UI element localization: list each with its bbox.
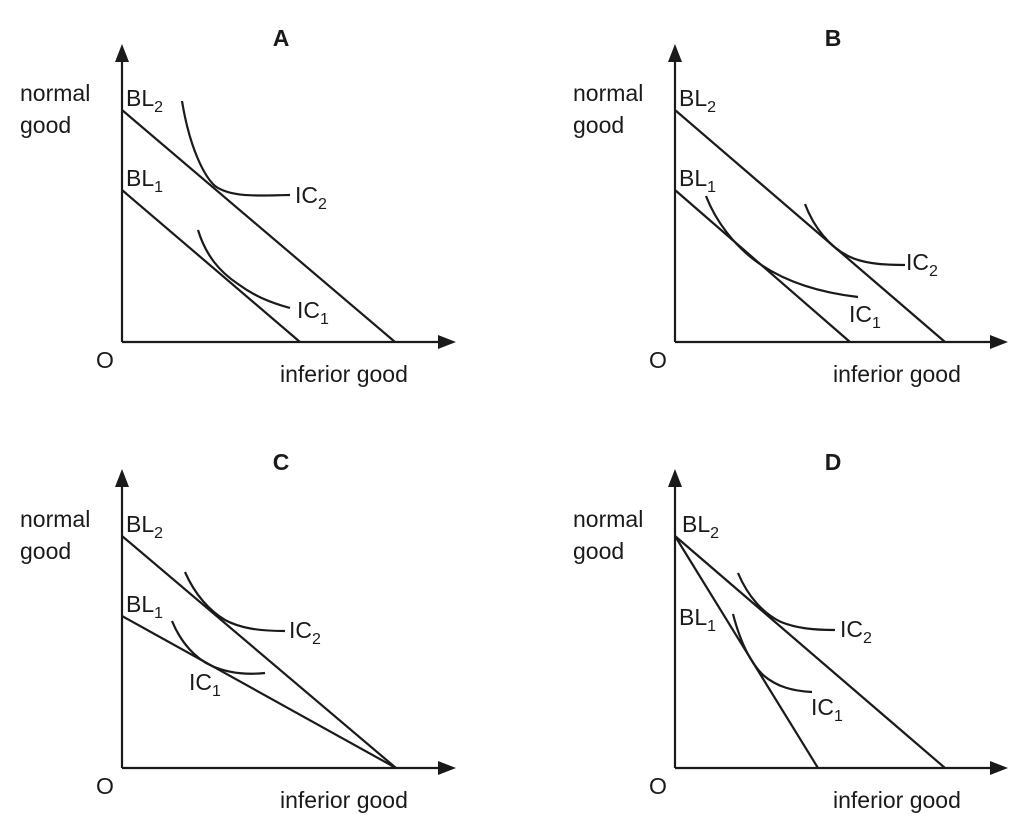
indifference-curve-2-label: IC2 [289,617,321,648]
indifference-curve-2 [736,572,836,632]
x-axis-arrow-icon [990,335,1008,349]
panel-title: A [273,25,290,51]
indifference-curve-2 [183,571,286,633]
indifference-curve-1 [170,620,266,675]
budget-line-2 [674,535,946,769]
indifference-curve-2-label: IC2 [840,616,872,647]
indifference-curve-1-label: IC1 [849,301,881,332]
budget-line-1 [121,615,397,769]
budget-line-1-label: BL1 [126,165,163,196]
panel-title: B [825,25,842,51]
indifference-curve-1 [196,229,291,310]
budget-line-1-label: BL1 [679,165,716,196]
indifference-curve-2 [803,203,906,267]
y-axis-label-line-1: normal [573,80,643,106]
budget-line-1 [121,189,301,343]
y-axis-label-line-1: normal [20,506,90,532]
budget-line-2-label: BL2 [126,511,163,542]
indifference-curve-2 [180,100,291,197]
panel-c: C normal good O inferior good BL2 BL1 IC… [20,449,456,813]
origin-label: O [649,773,667,799]
x-axis-arrow-icon [438,335,456,349]
y-axis-arrow-icon [668,469,682,487]
panel-title: D [825,449,842,475]
indifference-curve-1-label: IC1 [189,669,221,700]
budget-line-2 [674,109,946,343]
y-axis-arrow-icon [115,44,129,62]
indifference-curve-1-label: IC1 [297,297,329,328]
budget-line-2-label: BL2 [682,511,719,542]
origin-label: O [649,347,667,373]
x-axis-arrow-icon [438,761,456,775]
budget-line-2 [121,109,396,343]
x-axis-label: inferior good [833,787,961,813]
indifference-curve-2-label: IC2 [295,182,327,213]
y-axis-arrow-icon [115,469,129,487]
x-axis-label: inferior good [280,787,408,813]
origin-label: O [96,773,114,799]
indifference-curve-1 [704,195,859,299]
budget-line-1-label: BL1 [679,604,716,635]
y-axis-arrow-icon [668,44,682,62]
indifference-curve-1-label: IC1 [811,694,843,725]
origin-label: O [96,347,114,373]
panel-b: B normal good O inferior good BL2 BL1 IC… [573,25,1008,387]
y-axis-label-line-2: good [573,538,624,564]
panel-d: D normal good O inferior good BL2 BL1 IC… [573,449,1008,813]
budget-line-2-label: BL2 [126,85,163,116]
y-axis-label-line-1: normal [573,506,643,532]
budget-line-2 [121,535,397,769]
budget-line-2-label: BL2 [679,85,716,116]
x-axis-arrow-icon [990,761,1008,775]
indifference-curve-2-label: IC2 [906,249,938,280]
panel-a: A normal good O inferior good BL2 BL1 IC… [20,25,456,387]
budget-line-1-label: BL1 [126,591,163,622]
x-axis-label: inferior good [833,361,961,387]
x-axis-label: inferior good [280,361,408,387]
y-axis-label-line-2: good [573,112,624,138]
y-axis-label-line-2: good [20,538,71,564]
indifference-curve-1 [731,613,813,694]
y-axis-label-line-2: good [20,112,71,138]
y-axis-label-line-1: normal [20,80,90,106]
panel-title: C [273,449,290,475]
